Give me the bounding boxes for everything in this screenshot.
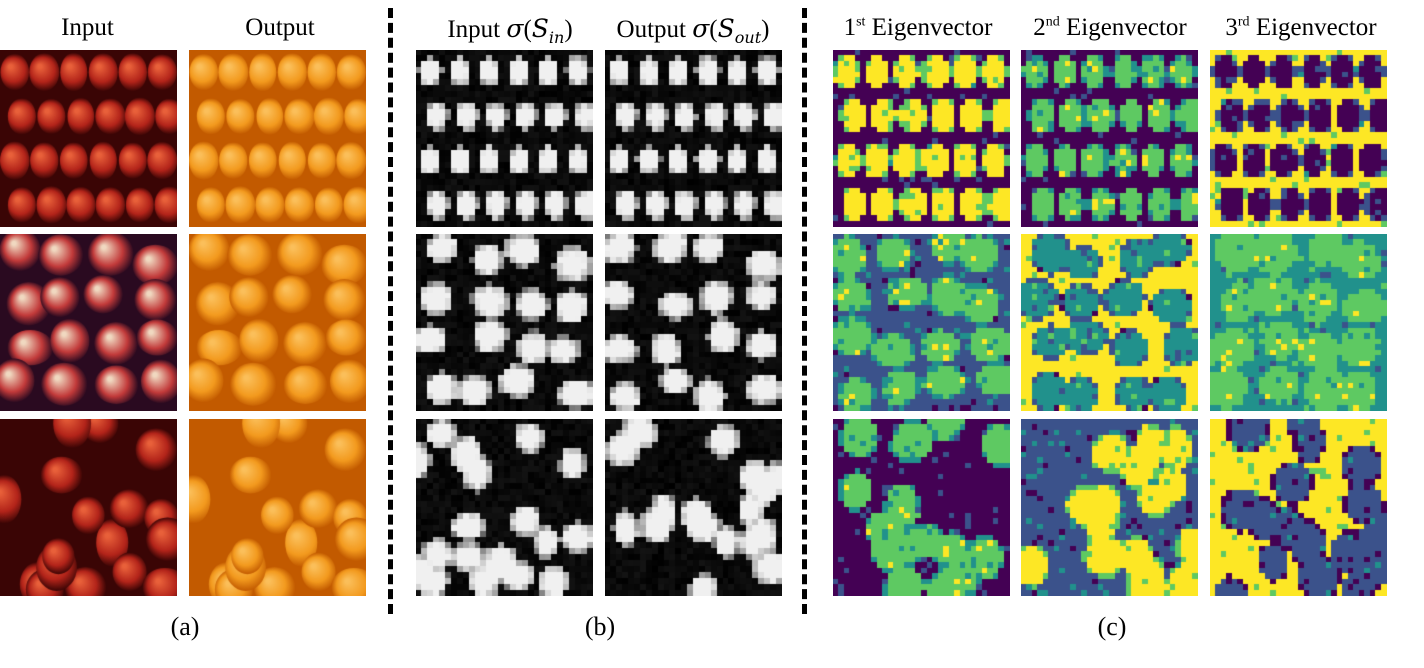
panel-c-eig3-row-3 <box>1210 419 1387 596</box>
header-a-output: Output <box>245 14 315 41</box>
panel-b-input-row-3 <box>416 419 593 596</box>
panel-b-input-row-1 <box>416 50 593 227</box>
panel-c-eig3-row-2 <box>1210 234 1387 411</box>
header-b-input: Input σ(Sin) <box>447 14 573 47</box>
caption-c: (c) <box>1097 612 1127 641</box>
panel-a-input-row-3 <box>0 419 177 596</box>
panel-b-output-row-3 <box>605 419 782 596</box>
panel-a-input-row-1 <box>0 50 177 227</box>
panel-c-eig3-row-1 <box>1210 50 1387 227</box>
caption-b: (b) <box>584 612 616 641</box>
panel-c-eig1-row-2 <box>833 234 1010 411</box>
panel-a-input-row-2 <box>0 234 177 411</box>
panel-a-output-row-1 <box>189 50 366 227</box>
header-b-output: Output σ(Sout) <box>616 14 770 47</box>
header-c-eigenvector-2: 2nd Eigenvector <box>1033 14 1187 41</box>
panel-c-eig1-row-1 <box>833 50 1010 227</box>
dashed-divider-left <box>388 8 393 614</box>
panel-b-output-row-2 <box>605 234 782 411</box>
panel-c-eig1-row-3 <box>833 419 1010 596</box>
header-c-eigenvector-3: 3rd Eigenvector <box>1225 14 1377 41</box>
panel-c-eig2-row-2 <box>1021 234 1198 411</box>
panel-a-output-row-2 <box>189 234 366 411</box>
panel-c-eig2-row-1 <box>1021 50 1198 227</box>
panel-b-output-row-1 <box>605 50 782 227</box>
header-a-input: Input <box>61 14 114 41</box>
panel-b-input-row-2 <box>416 234 593 411</box>
panel-c-eig2-row-3 <box>1021 419 1198 596</box>
header-c-eigenvector-1: 1st Eigenvector <box>843 14 993 41</box>
dashed-divider-right <box>802 8 807 614</box>
caption-a: (a) <box>170 612 200 641</box>
panel-a-output-row-3 <box>189 419 366 596</box>
